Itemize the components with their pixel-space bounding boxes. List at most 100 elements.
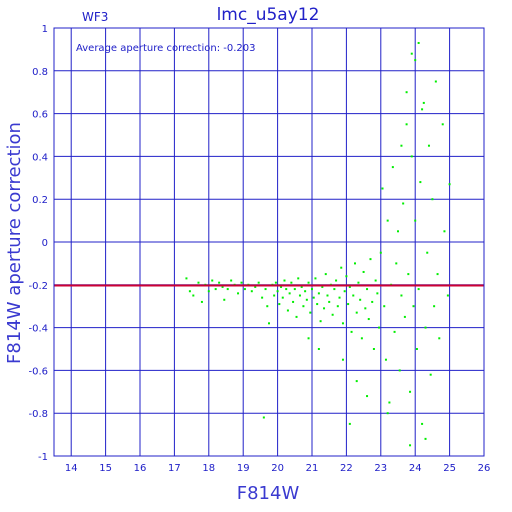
data-point [192, 294, 195, 297]
data-point [443, 230, 446, 233]
data-point [369, 258, 372, 261]
data-point [371, 300, 374, 303]
data-point [343, 290, 346, 293]
data-point [402, 202, 405, 205]
data-point [285, 288, 288, 291]
x-tick-label: 19 [237, 463, 250, 474]
data-point [348, 422, 351, 425]
data-point [372, 348, 375, 350]
data-point [381, 187, 384, 190]
data-point [403, 315, 406, 318]
data-point [264, 288, 267, 291]
data-point [354, 262, 356, 265]
y-axis-label: F814W aperture correction [4, 122, 25, 364]
data-point [378, 326, 381, 329]
data-point [290, 281, 293, 284]
data-point [448, 183, 451, 186]
data-point [424, 437, 427, 440]
chip-label: WF3 [82, 10, 108, 24]
data-point [317, 292, 320, 295]
data-point [427, 144, 430, 147]
data-point [200, 300, 203, 303]
data-point [350, 330, 353, 333]
data-point [421, 108, 424, 111]
y-tick-label: 0.2 [32, 195, 48, 206]
data-point [300, 285, 303, 288]
data-point [276, 290, 279, 293]
annotation-text: Average aperture correction: -0.203 [76, 43, 256, 54]
data-point [298, 294, 301, 297]
data-point [357, 281, 360, 284]
data-point [312, 296, 315, 299]
data-point [386, 412, 389, 415]
data-point [207, 290, 210, 293]
y-tick-label: 0 [42, 238, 48, 249]
data-point [424, 326, 427, 329]
data-point [348, 285, 351, 288]
data-point [317, 348, 320, 350]
data-point [359, 298, 362, 301]
data-point [288, 292, 291, 295]
y-tick-label: -0.6 [28, 366, 48, 377]
data-point [302, 305, 305, 308]
data-point [307, 337, 310, 340]
plot-frame [53, 27, 485, 457]
data-point [366, 395, 369, 398]
data-point [278, 303, 281, 306]
data-point [324, 273, 327, 276]
data-point [414, 59, 417, 62]
data-point [243, 288, 246, 291]
y-tick-label: -0.2 [28, 281, 48, 292]
x-tick-label: 16 [134, 463, 147, 474]
x-tick-label: 18 [202, 463, 215, 474]
data-point [436, 273, 439, 276]
data-point [414, 219, 417, 222]
data-point [446, 294, 449, 297]
y-tick-label: -0.8 [28, 409, 48, 420]
data-point [295, 315, 298, 318]
chart-title: lmc_u5ay12 [217, 5, 320, 25]
x-tick-label: 25 [443, 463, 456, 474]
y-tick-label: 1 [42, 24, 48, 35]
data-point [366, 288, 369, 291]
data-point [283, 279, 286, 282]
data-point [226, 288, 229, 291]
data-point [321, 285, 324, 288]
data-point [391, 166, 394, 169]
data-point [405, 123, 408, 126]
data-point [415, 348, 418, 350]
data-point [266, 305, 269, 308]
data-point [262, 416, 265, 419]
data-point [214, 288, 217, 291]
data-point [268, 322, 270, 325]
data-point [309, 311, 312, 314]
x-tick-label: 23 [374, 463, 387, 474]
data-point [417, 41, 420, 44]
x-tick-label: 20 [271, 463, 284, 474]
data-point [331, 313, 334, 316]
x-tick-label: 26 [478, 463, 491, 474]
x-tick-label: 21 [306, 463, 319, 474]
data-point [397, 230, 399, 233]
data-point [323, 307, 326, 310]
y-tick-label: -1 [38, 452, 48, 463]
data-point [429, 373, 432, 376]
data-point [261, 296, 264, 299]
data-point [405, 91, 408, 94]
data-point [218, 281, 221, 284]
data-point [237, 292, 240, 295]
data-point [340, 266, 343, 269]
data-point [426, 251, 429, 254]
data-point [341, 358, 344, 361]
data-point [197, 281, 200, 284]
data-point [407, 273, 410, 276]
data-point [417, 288, 420, 291]
data-point [345, 275, 348, 278]
data-point [441, 123, 444, 126]
data-point [398, 369, 401, 372]
y-tick-label: 0.4 [32, 152, 48, 163]
data-point [364, 307, 367, 310]
data-point [419, 181, 422, 184]
data-point [257, 281, 260, 284]
data-point [409, 390, 412, 393]
